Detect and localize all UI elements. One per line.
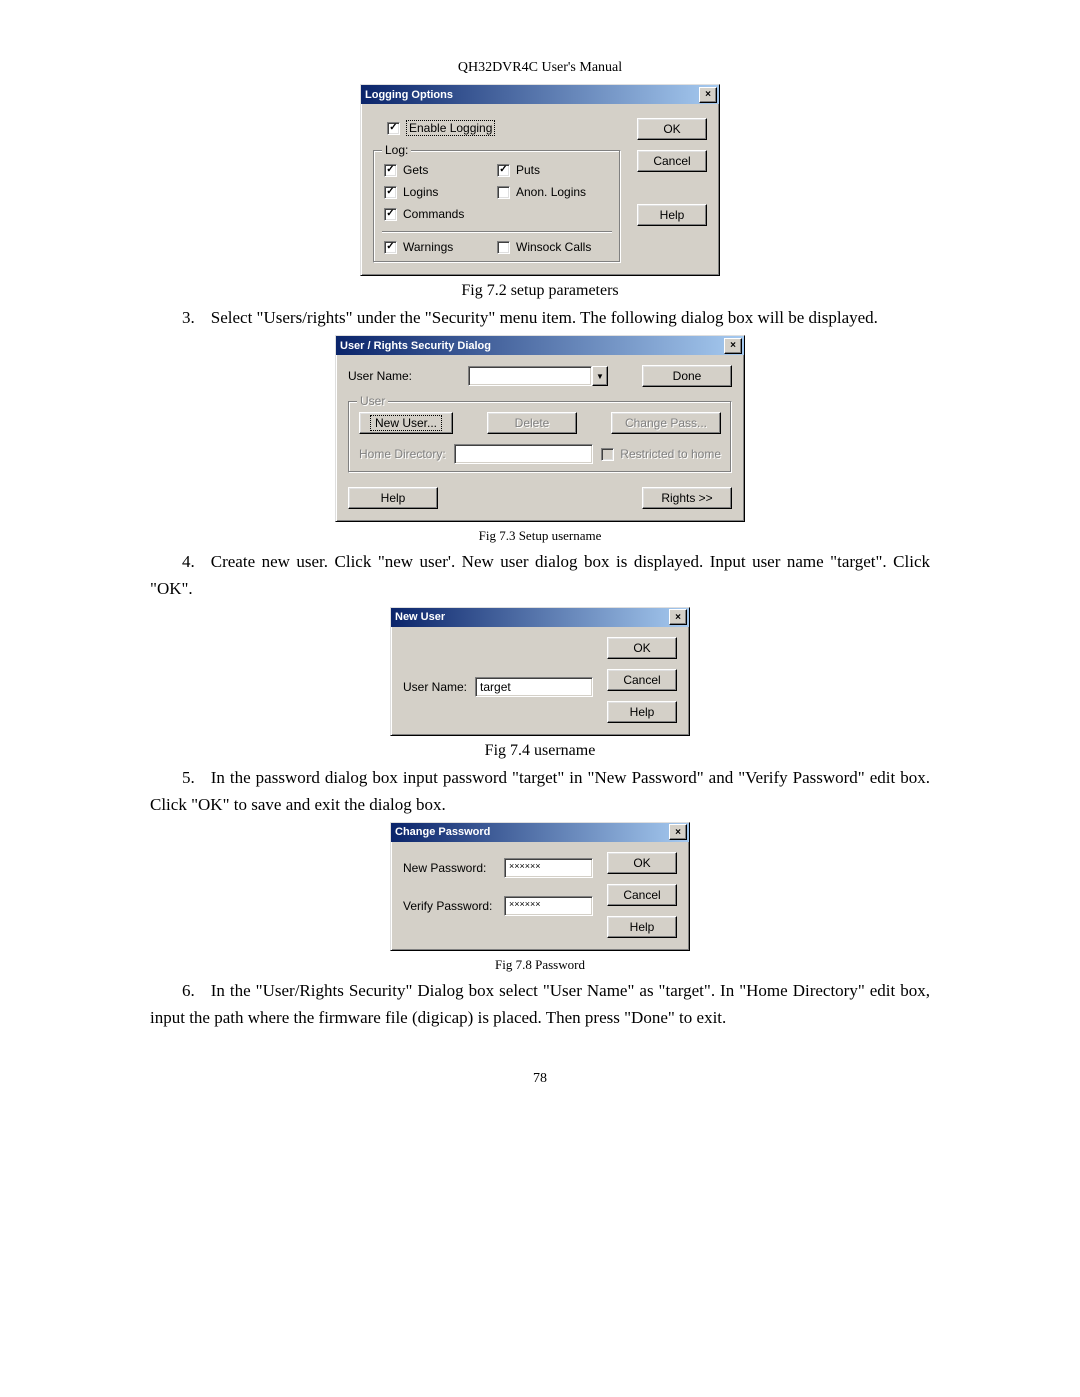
newuser-name-label: User Name:	[403, 680, 467, 694]
chevron-down-icon[interactable]: ▼	[592, 366, 608, 386]
user-group-legend: User	[357, 394, 388, 408]
ok-button[interactable]: OK	[637, 118, 707, 140]
user-groupbox: User New User... Delete Change Pass... H…	[348, 401, 732, 473]
change-pass-button[interactable]: Change Pass...	[611, 412, 721, 434]
log-groupbox: Log: ✓Gets ✓Puts ✓Logins	[373, 150, 621, 263]
home-dir-label: Home Directory:	[359, 447, 446, 461]
checkmark-icon: ✓	[387, 122, 400, 135]
enable-logging-label: Enable Logging	[406, 120, 495, 136]
step5-text: 5.In the password dialog box input passw…	[150, 764, 930, 818]
page-header: QH32DVR4C User's Manual	[150, 60, 930, 76]
newuser-titlebar: New User ×	[391, 608, 689, 627]
changepw-title: Change Password	[395, 826, 490, 838]
cancel-button[interactable]: Cancel	[637, 150, 707, 172]
user-name-label: User Name:	[348, 369, 458, 383]
cancel-button[interactable]: Cancel	[607, 884, 677, 906]
winsock-checkbox[interactable]: Winsock Calls	[497, 240, 610, 254]
step3-text: 3.Select "Users/rights" under the "Secur…	[150, 304, 930, 331]
page-number: 78	[150, 1071, 930, 1087]
close-icon[interactable]: ×	[724, 338, 742, 354]
verify-password-input[interactable]: ××××××	[504, 896, 593, 916]
commands-checkbox[interactable]: ✓Commands	[384, 207, 497, 221]
restricted-checkbox[interactable]: Restricted to home	[601, 447, 721, 461]
step6-text: 6.In the "User/Rights Security" Dialog b…	[150, 977, 930, 1031]
verify-password-label: Verify Password:	[403, 899, 498, 913]
gets-checkbox[interactable]: ✓Gets	[384, 163, 497, 177]
rights-titlebar: User / Rights Security Dialog ×	[336, 336, 744, 355]
warnings-checkbox[interactable]: ✓Warnings	[384, 240, 497, 254]
fig73-caption: Fig 7.3 Setup username	[150, 528, 930, 544]
rights-button[interactable]: Rights >>	[642, 487, 732, 509]
change-password-dialog: Change Password × New Password: ×××××× V…	[390, 822, 690, 951]
puts-checkbox[interactable]: ✓Puts	[497, 163, 610, 177]
help-button[interactable]: Help	[637, 204, 707, 226]
logging-title: Logging Options	[365, 89, 453, 101]
manual-page: QH32DVR4C User's Manual Logging Options …	[0, 0, 1080, 1127]
fig72-caption: Fig 7.2 setup parameters	[150, 282, 930, 300]
logging-titlebar: Logging Options ×	[361, 85, 719, 104]
cancel-button[interactable]: Cancel	[607, 669, 677, 691]
help-button[interactable]: Help	[607, 701, 677, 723]
help-button[interactable]: Help	[348, 487, 438, 509]
newuser-name-input[interactable]: target	[475, 677, 593, 697]
home-dir-input[interactable]	[454, 444, 594, 464]
rights-title: User / Rights Security Dialog	[340, 340, 491, 352]
close-icon[interactable]: ×	[699, 87, 717, 103]
newuser-title: New User	[395, 611, 445, 623]
help-button[interactable]: Help	[607, 916, 677, 938]
user-name-combo[interactable]: ▼	[468, 366, 608, 386]
close-icon[interactable]: ×	[669, 609, 687, 625]
fig74-caption: Fig 7.4 username	[150, 742, 930, 760]
done-button[interactable]: Done	[642, 365, 732, 387]
delete-button[interactable]: Delete	[487, 412, 577, 434]
log-group-legend: Log:	[382, 143, 411, 157]
anon-logins-checkbox[interactable]: Anon. Logins	[497, 185, 610, 199]
fig78-caption: Fig 7.8 Password	[150, 957, 930, 973]
step4-text: 4.Create new user. Click "new user'. New…	[150, 548, 930, 602]
ok-button[interactable]: OK	[607, 852, 677, 874]
user-rights-dialog: User / Rights Security Dialog × User Nam…	[335, 335, 745, 522]
ok-button[interactable]: OK	[607, 637, 677, 659]
logging-options-dialog: Logging Options × ✓ Enable Logging Log: …	[360, 84, 720, 276]
changepw-titlebar: Change Password ×	[391, 823, 689, 842]
new-password-input[interactable]: ××××××	[504, 858, 593, 878]
new-user-dialog: New User × User Name: target OK Cancel H…	[390, 607, 690, 736]
new-user-button[interactable]: New User...	[359, 412, 453, 434]
close-icon[interactable]: ×	[669, 824, 687, 840]
logins-checkbox[interactable]: ✓Logins	[384, 185, 497, 199]
enable-logging-checkbox[interactable]: ✓ Enable Logging	[387, 120, 495, 136]
new-password-label: New Password:	[403, 861, 498, 875]
